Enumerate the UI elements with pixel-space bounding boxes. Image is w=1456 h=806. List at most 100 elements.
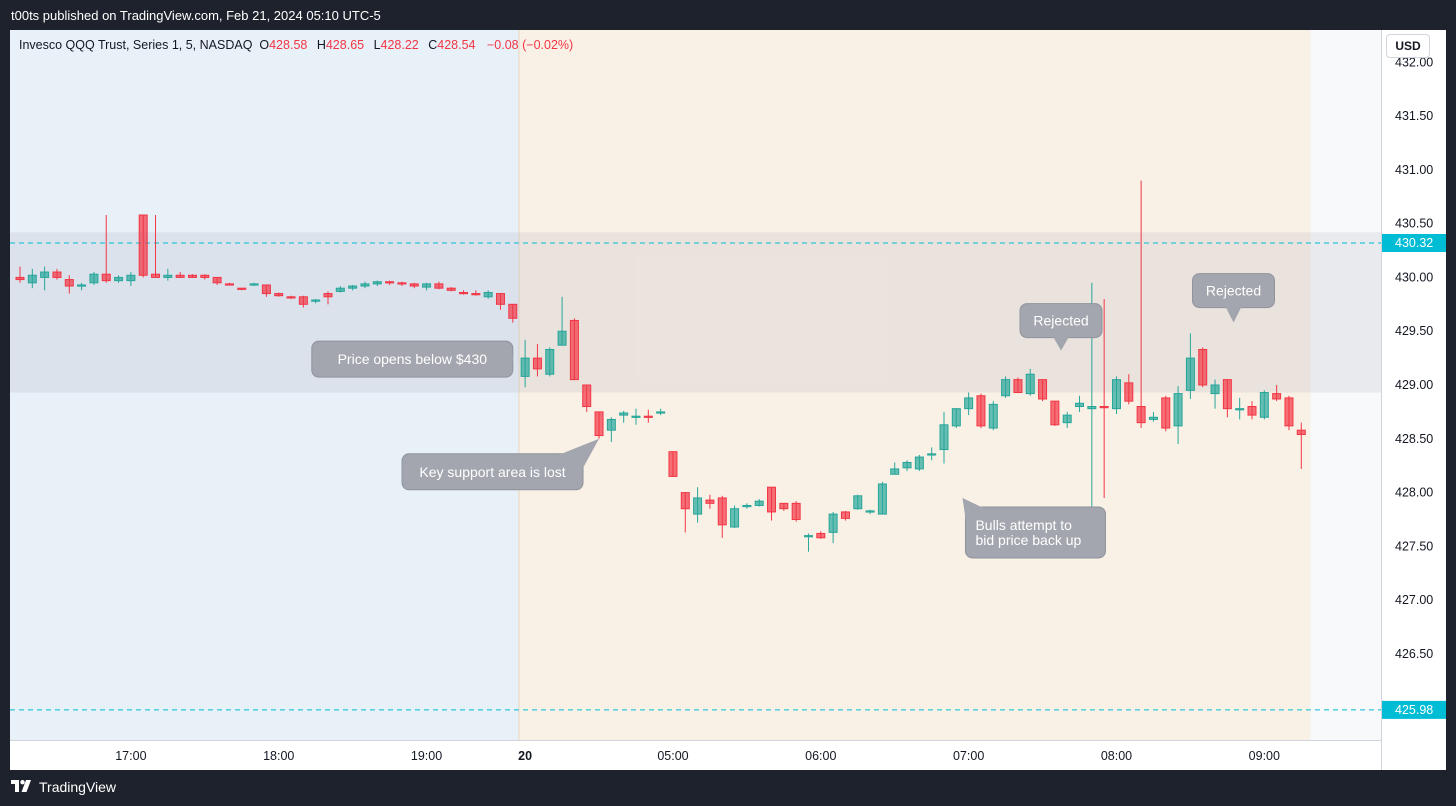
candle-body [1161, 397, 1171, 429]
time-axis-background [10, 740, 1381, 770]
price-tick-label: 430.00 [1395, 270, 1433, 284]
price-tick-label: 427.50 [1395, 539, 1433, 553]
callout-box [964, 506, 1106, 559]
candle-body [890, 468, 900, 475]
candle-body [656, 411, 666, 414]
callout-text: Key support area is lost [419, 464, 565, 480]
candle-body [459, 291, 469, 295]
candle-body [385, 281, 395, 284]
time-tick-label: 19:00 [411, 749, 442, 763]
candle-body [27, 274, 37, 284]
candle-body [1272, 393, 1282, 400]
candle-body [779, 502, 789, 510]
candle-body [1185, 357, 1195, 391]
tradingview-logo-icon [11, 779, 33, 795]
candle-body [643, 415, 653, 418]
callout-pointer [1225, 306, 1242, 323]
tradingview-brand[interactable]: TradingView [11, 779, 116, 795]
candle-body [1111, 379, 1121, 410]
callout-text: bid price back up [975, 532, 1081, 548]
brand-name: TradingView [39, 779, 117, 795]
time-tick-label: 06:00 [805, 749, 836, 763]
candle-body [151, 273, 161, 278]
candle-body [988, 403, 998, 429]
candle-body [335, 287, 345, 292]
candle-body [1013, 379, 1023, 394]
candle-body [77, 284, 87, 287]
open-label: O [259, 38, 270, 52]
candle-body [828, 513, 838, 533]
candlestick-chart[interactable]: 432.00 431.50 431.00 430.50 430.00 429.50 429.… [10, 30, 1446, 770]
candle-body [1235, 408, 1245, 411]
time-tick-label: 20 [518, 749, 532, 763]
candle-body [1210, 384, 1220, 395]
candle-body [261, 284, 271, 295]
currency-button[interactable]: USD [1386, 34, 1430, 58]
candle-body [1296, 429, 1306, 435]
candle-body [1173, 393, 1183, 427]
time-tick-label: 09:00 [1249, 749, 1280, 763]
candle-body [163, 274, 173, 278]
candle-body [311, 299, 321, 302]
candle-body [249, 283, 259, 286]
candle-body [508, 303, 518, 319]
time-tick-label: 07:00 [953, 749, 984, 763]
chart-frame[interactable]: 432.00 431.50 431.00 430.50 430.00 429.50 429.… [10, 30, 1446, 770]
support-resistance-zone [10, 232, 1381, 393]
candle-body [1050, 400, 1060, 426]
high-label: H [316, 38, 326, 52]
candle-body [187, 274, 197, 278]
time-tick-label: 17:00 [115, 749, 146, 763]
candle-body [1075, 402, 1085, 408]
callout-text: Price opens below $430 [338, 351, 488, 367]
candle-body [939, 424, 949, 451]
candle-body [680, 492, 690, 510]
callout-box [401, 453, 584, 491]
candle-body [138, 214, 148, 276]
candle-body [224, 283, 234, 286]
close-value: 428.54 [437, 38, 476, 52]
candle-body [1198, 349, 1208, 386]
callout-pointer [511, 350, 513, 369]
candle-body [631, 415, 641, 418]
candle-body [582, 384, 592, 408]
candle-body [693, 497, 703, 515]
candle-body [1259, 392, 1269, 418]
candle-body [114, 276, 124, 282]
price-tick-label: 429.50 [1395, 324, 1433, 338]
candle-body [126, 274, 136, 282]
candle-body [705, 499, 715, 504]
price-tick-label: 432.00 [1395, 55, 1433, 69]
price-tick-label: 428.50 [1395, 432, 1433, 446]
bottom-bar: TradingView [0, 770, 1456, 806]
candle-body [409, 283, 419, 287]
candle-body [803, 535, 813, 538]
candle-body [1087, 406, 1097, 410]
open-value: 428.58 [269, 38, 308, 52]
close-label: C [428, 38, 438, 52]
candle-body [754, 500, 764, 506]
candle-body [40, 271, 50, 278]
candle-body [434, 283, 444, 289]
candle-body [495, 293, 505, 305]
price-line-tag-label: 425.98 [1395, 703, 1433, 717]
candle-body [298, 296, 308, 305]
candle-body [1284, 397, 1294, 427]
candle-body [816, 532, 826, 539]
candle-body [1001, 379, 1011, 397]
candle-body [730, 508, 740, 528]
callout-text: Rejected [1033, 313, 1088, 329]
candle-body [545, 349, 555, 375]
candle-body [1222, 379, 1232, 410]
candle-body [865, 510, 875, 513]
price-tick-label: 431.50 [1395, 109, 1433, 123]
candle-body [557, 330, 567, 346]
candle-body [619, 412, 629, 416]
candle-body [840, 511, 850, 519]
candle-body [902, 461, 912, 469]
candle-body [15, 276, 25, 281]
callout-pointer [1053, 336, 1070, 351]
candle-body [360, 283, 370, 287]
price-tick-label: 431.00 [1395, 163, 1433, 177]
published-by-text: t00ts published on TradingView.com, Feb … [11, 8, 381, 23]
